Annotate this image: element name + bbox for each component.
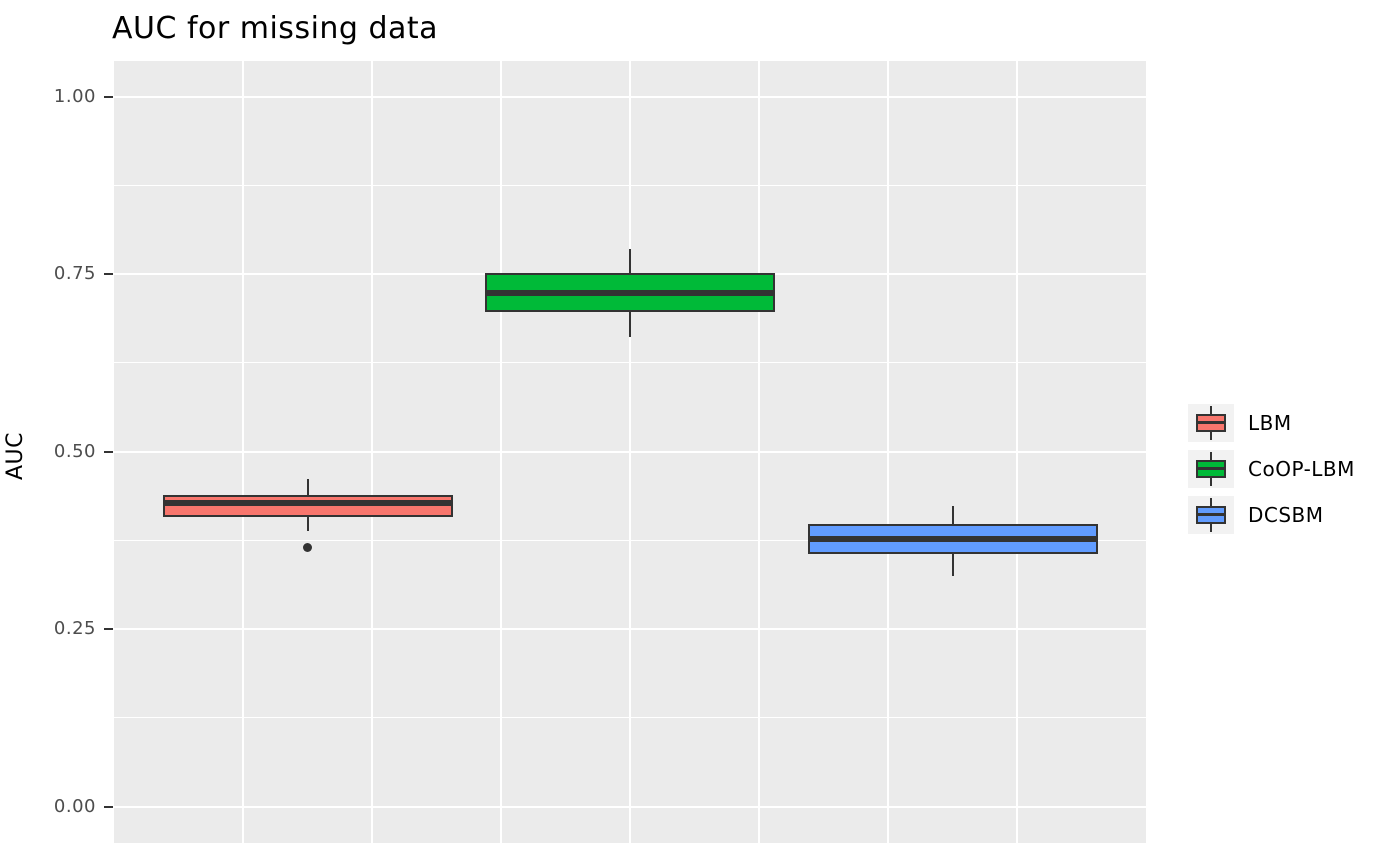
legend-boxplot-median-icon (1198, 421, 1224, 424)
gridline-v (500, 61, 502, 843)
y-tick-label: 0.75 (53, 263, 96, 285)
gridline-v (629, 61, 631, 843)
boxplot-median-dcsbm (809, 536, 1096, 543)
legend-boxplot-median-icon (1198, 513, 1224, 516)
y-tick-mark (104, 95, 113, 98)
y-tick-label: 0.50 (53, 440, 96, 462)
boxplot-box-lbm (162, 495, 453, 517)
plot-title: AUC for missing data (112, 11, 439, 46)
y-tick-label: 1.00 (53, 85, 96, 107)
gridline-v (1016, 61, 1018, 843)
legend-key-coop-lbm (1188, 450, 1234, 488)
y-tick-mark (104, 450, 113, 453)
y-tick-mark (104, 628, 113, 631)
boxplot-median-lbm (164, 499, 451, 506)
legend-label-dcsbm: DCSBM (1248, 503, 1324, 527)
legend-item-dcsbm: DCSBM (1188, 496, 1355, 534)
y-tick-label: 0.25 (53, 618, 96, 640)
legend-boxplot-median-icon (1198, 467, 1224, 470)
y-tick-mark (104, 273, 113, 276)
legend: LBM CoOP-LBM DCSBM (1188, 404, 1355, 542)
gridline-v (758, 61, 760, 843)
y-tick-label: 0.00 (53, 795, 96, 817)
legend-label-lbm: LBM (1248, 411, 1292, 435)
legend-item-coop-lbm: CoOP-LBM (1188, 450, 1355, 488)
gridline-v (371, 61, 373, 843)
boxplot-median-coop-lbm (487, 289, 773, 296)
plot-panel (114, 61, 1146, 843)
legend-key-dcsbm (1188, 496, 1234, 534)
legend-label-coop-lbm: CoOP-LBM (1248, 457, 1355, 481)
outlier-point-lbm (303, 543, 312, 553)
legend-key-lbm (1188, 404, 1234, 442)
gridline-v (887, 61, 889, 843)
legend-item-lbm: LBM (1188, 404, 1355, 442)
y-axis: 0.00 0.25 0.50 0.75 1.00 (0, 61, 114, 843)
y-tick-mark (104, 805, 113, 808)
gridline-v (242, 61, 244, 843)
